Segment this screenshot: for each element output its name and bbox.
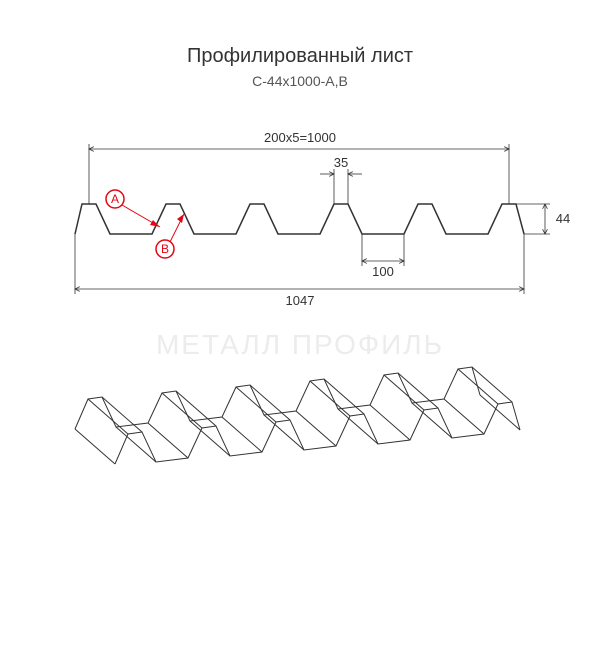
dim-top-width: 35 <box>334 155 348 170</box>
dim-height: 44 <box>556 211 570 226</box>
page-title: Профилированный лист <box>0 45 600 68</box>
marker-b: B <box>161 242 169 256</box>
dim-bottom-width: 100 <box>372 264 394 279</box>
isometric-drawing <box>0 319 600 519</box>
dim-total-width: 1047 <box>286 293 315 308</box>
cross-section-drawing: 200х5=1000 35 100 1047 44 A B <box>0 89 600 319</box>
product-code: С-44х1000-А,В <box>0 73 600 89</box>
dim-pitch: 200х5=1000 <box>264 130 336 145</box>
profile-outline <box>75 204 524 234</box>
marker-a: A <box>111 192 119 206</box>
